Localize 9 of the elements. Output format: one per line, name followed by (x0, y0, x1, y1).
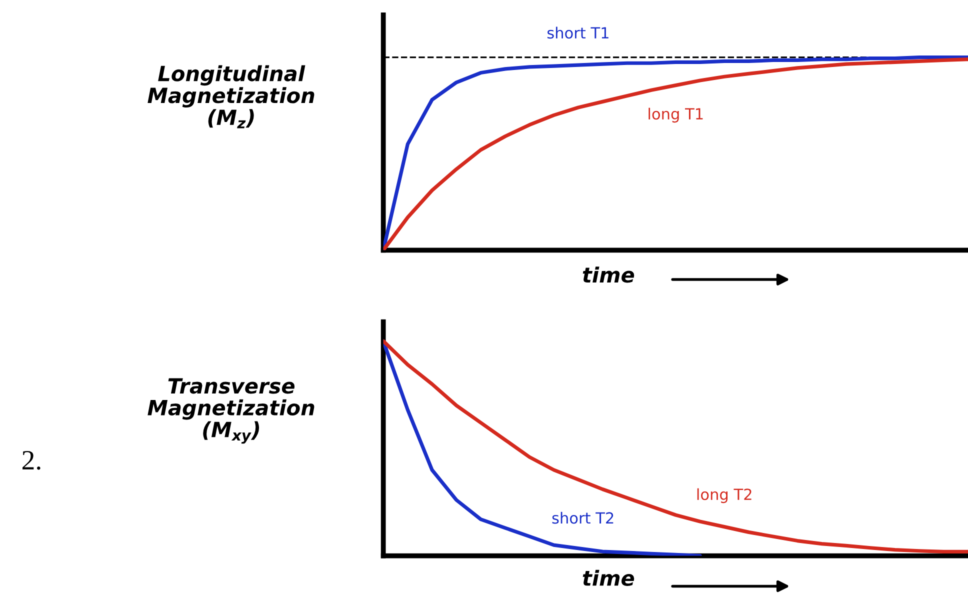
y-axis-title: Longitudinal Magnetization (M$_{z}$) (148, 65, 314, 128)
x-axis-title: time (582, 266, 634, 283)
series-label: short T1 (547, 26, 608, 39)
series-label: short T2 (552, 512, 614, 524)
text: 2. (22, 450, 40, 470)
x-axis-title: time (582, 570, 634, 586)
series-label: long T1 (648, 108, 703, 123)
series-label: long T2 (697, 488, 752, 504)
y-axis-title: Transverse Magnetization (M$_{xy}$) (148, 378, 314, 444)
